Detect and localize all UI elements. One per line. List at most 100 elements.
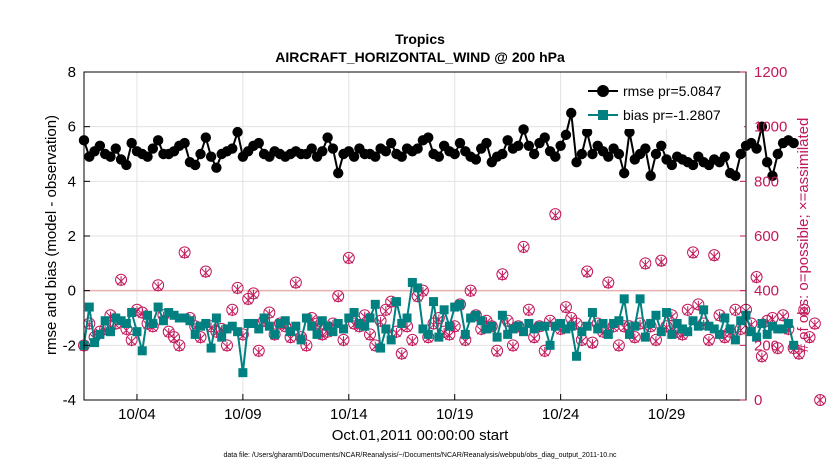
rmse-point bbox=[423, 132, 434, 143]
rmse-point bbox=[513, 140, 524, 151]
obs-assimilated-point bbox=[249, 289, 258, 300]
obs-assimilated-point bbox=[201, 267, 211, 278]
rmse-point bbox=[788, 137, 799, 149]
rmse-point bbox=[735, 148, 746, 160]
rmse-point bbox=[147, 143, 159, 154]
rmse-point bbox=[481, 137, 492, 149]
bias-point bbox=[238, 368, 248, 378]
bias-point bbox=[243, 318, 253, 328]
rmse-point bbox=[523, 140, 535, 151]
rmse-point bbox=[412, 143, 423, 154]
obs-assimilated-point bbox=[752, 273, 761, 284]
bias-point bbox=[444, 321, 454, 331]
bias-point bbox=[550, 321, 560, 331]
obs-assimilated-point bbox=[529, 333, 539, 344]
y-tick-label-right: 1200 bbox=[754, 64, 787, 81]
obs-assimilated-point bbox=[731, 306, 740, 317]
bias-point bbox=[635, 294, 645, 304]
bias-point bbox=[116, 316, 126, 326]
bias-point bbox=[233, 327, 243, 337]
bias-point bbox=[762, 329, 772, 339]
bias-point bbox=[614, 316, 624, 326]
obs-assimilated-point bbox=[524, 306, 534, 317]
bias-point bbox=[100, 316, 110, 326]
obs-assimilated-point bbox=[588, 338, 597, 349]
bias-point bbox=[301, 313, 311, 323]
bias-point bbox=[720, 313, 730, 323]
bias-point bbox=[609, 318, 619, 328]
bias-point bbox=[423, 329, 433, 339]
legend: rmse pr=5.0847 bias pr=-1.2807 bbox=[582, 79, 744, 129]
rmse-point bbox=[576, 148, 588, 160]
bias-point bbox=[153, 302, 163, 312]
legend-box bbox=[582, 79, 744, 129]
rmse-point bbox=[105, 151, 116, 162]
rmse-point bbox=[200, 132, 212, 143]
rmse-point bbox=[719, 151, 731, 162]
rmse-point bbox=[730, 170, 741, 182]
obs-assimilated-point bbox=[498, 270, 507, 281]
obs-assimilated-point bbox=[815, 395, 825, 405]
bias-point bbox=[402, 313, 412, 323]
obs-assimilated-point bbox=[222, 341, 232, 352]
bias-point bbox=[407, 277, 417, 287]
bias-point bbox=[111, 313, 121, 323]
rmse-point bbox=[640, 143, 651, 154]
bias-point bbox=[566, 321, 576, 331]
rmse-point bbox=[205, 151, 217, 162]
rmse-point bbox=[333, 167, 344, 179]
bias-point bbox=[391, 297, 401, 307]
y-tick-label-right: 0 bbox=[754, 392, 762, 409]
bias-point bbox=[434, 332, 444, 342]
legend-bias-label: bias pr=-1.2807 bbox=[623, 107, 721, 123]
bias-point bbox=[360, 321, 370, 331]
bias-point bbox=[582, 321, 592, 331]
bias-point bbox=[715, 329, 725, 339]
rmse-point bbox=[470, 154, 482, 165]
y-tick-label-right: 600 bbox=[754, 228, 779, 245]
bias-point bbox=[206, 343, 216, 353]
bias-point bbox=[143, 310, 153, 320]
bias-point bbox=[471, 310, 481, 320]
bias-point bbox=[704, 321, 714, 331]
y-tick-label-left: 4 bbox=[68, 173, 76, 190]
rmse-point bbox=[380, 146, 392, 157]
obs-assimilated-point bbox=[116, 276, 126, 287]
x-tick-label: 10/04 bbox=[118, 406, 156, 423]
bias-point bbox=[688, 316, 698, 326]
obs-assimilated-point bbox=[794, 349, 804, 360]
rmse-point bbox=[645, 170, 656, 182]
obs-assimilated-point bbox=[582, 267, 592, 278]
obs-assimilated-point bbox=[757, 352, 767, 363]
rmse-point bbox=[227, 143, 238, 154]
bias-point bbox=[328, 327, 338, 337]
bias-point bbox=[312, 329, 322, 339]
bias-point bbox=[736, 316, 746, 326]
bias-point bbox=[640, 332, 650, 342]
obs-assimilated-point bbox=[799, 306, 809, 317]
bias-point bbox=[524, 318, 534, 328]
bias-point bbox=[577, 327, 587, 337]
bias-point bbox=[196, 321, 206, 331]
x-tick-label: 10/19 bbox=[436, 406, 474, 423]
y-tick-label-right: 400 bbox=[754, 283, 779, 300]
bias-point bbox=[148, 318, 158, 328]
rmse-point bbox=[195, 148, 206, 160]
bias-point bbox=[619, 294, 629, 304]
obs-possible-point bbox=[814, 394, 827, 406]
chart-title-line2: AIRCRAFT_HORIZONTAL_WIND @ 200 hPa bbox=[275, 49, 565, 65]
bias-point bbox=[275, 318, 285, 328]
rmse-point bbox=[317, 146, 328, 157]
bias-point bbox=[646, 318, 656, 328]
bias-point bbox=[513, 321, 523, 331]
bias-point bbox=[534, 321, 544, 331]
rmse-point bbox=[152, 135, 164, 146]
bias-point bbox=[503, 329, 513, 339]
rmse-point bbox=[613, 148, 625, 160]
rmse-point bbox=[550, 151, 561, 162]
bias-point bbox=[280, 316, 290, 326]
bias-point bbox=[789, 340, 799, 350]
rmse-point bbox=[306, 143, 317, 154]
rmse-point bbox=[449, 148, 460, 160]
rmse-point bbox=[650, 148, 662, 160]
